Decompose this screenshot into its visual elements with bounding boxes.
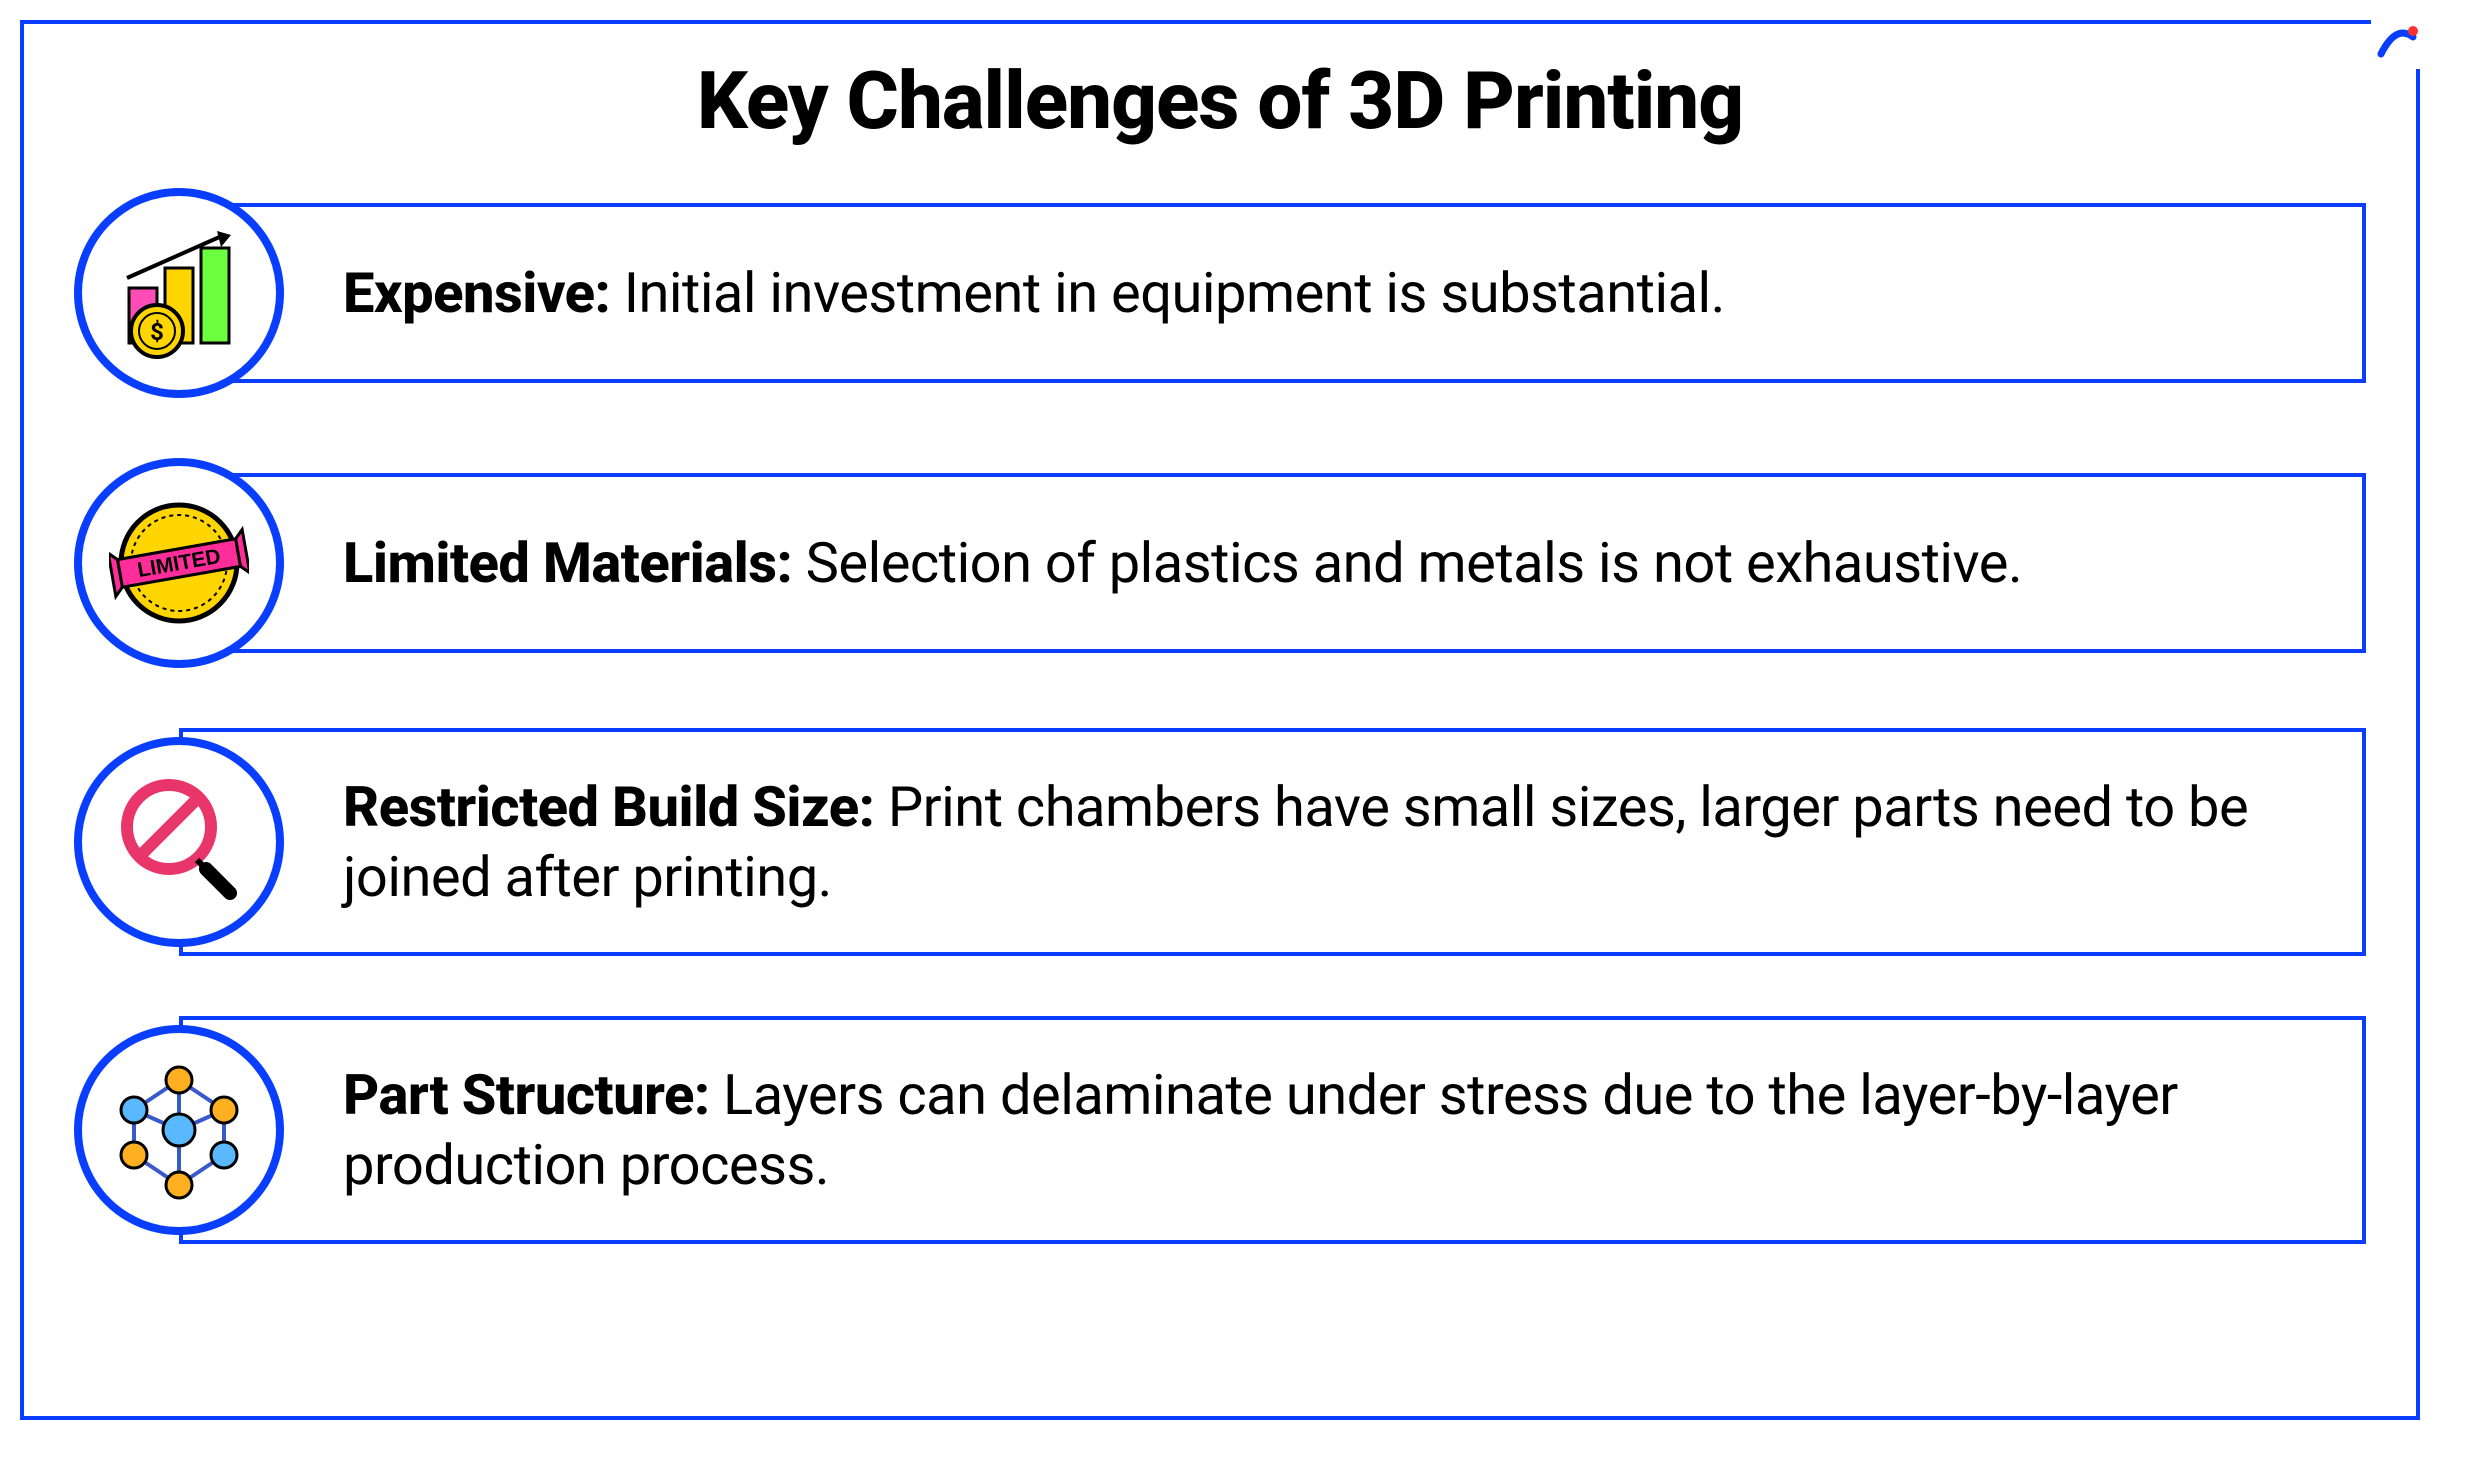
item-description: Initial investment in equipment is subst… xyxy=(610,260,1725,326)
svg-text:$: $ xyxy=(150,318,164,346)
brand-logo xyxy=(2371,19,2421,69)
content-box: Limited Materials: Selection of plastics… xyxy=(179,473,2366,653)
item-text: Part Structure: Layers can delaminate un… xyxy=(343,1060,2322,1200)
page-title: Key Challenges of 3D Printing xyxy=(74,54,2366,148)
item-label: Restricted Build Size: xyxy=(343,774,874,840)
item-text: Expensive: Initial investment in equipme… xyxy=(343,258,1725,328)
list-item: Restricted Build Size: Print chambers ha… xyxy=(74,728,2366,956)
expensive-icon: $ xyxy=(109,223,249,363)
restricted-icon xyxy=(109,772,249,912)
item-label: Expensive: xyxy=(343,260,610,326)
structure-icon xyxy=(109,1060,249,1200)
content-box: Part Structure: Layers can delaminate un… xyxy=(179,1016,2366,1244)
list-item: $ Expensive: Initial investment in equip… xyxy=(74,188,2366,398)
items-list: $ Expensive: Initial investment in equip… xyxy=(74,188,2366,1244)
limited-icon: LIMITED xyxy=(109,493,249,633)
list-item: Part Structure: Layers can delaminate un… xyxy=(74,1016,2366,1244)
icon-circle xyxy=(74,737,284,947)
item-text: Restricted Build Size: Print chambers ha… xyxy=(343,772,2322,912)
content-box: Expensive: Initial investment in equipme… xyxy=(179,203,2366,383)
infographic-container: Key Challenges of 3D Printing $ xyxy=(20,20,2420,1420)
list-item: LIMITED Limited Materials: Selection of … xyxy=(74,458,2366,668)
icon-circle: $ xyxy=(74,188,284,398)
item-description: Selection of plastics and metals is not … xyxy=(792,530,2022,596)
item-label: Limited Materials: xyxy=(343,530,792,596)
content-box: Restricted Build Size: Print chambers ha… xyxy=(179,728,2366,956)
item-label: Part Structure: xyxy=(343,1062,710,1128)
icon-circle xyxy=(74,1025,284,1235)
item-text: Limited Materials: Selection of plastics… xyxy=(343,528,2022,598)
icon-circle: LIMITED xyxy=(74,458,284,668)
